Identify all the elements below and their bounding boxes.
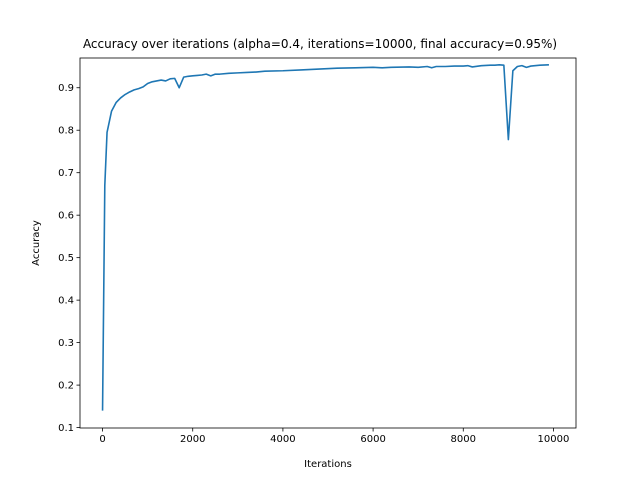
y-axis-label: Accuracy — [31, 220, 42, 266]
x-tick-label: 8000 — [451, 434, 476, 445]
y-tick-label: 0.4 — [58, 296, 74, 307]
y-tick-label: 0.1 — [58, 423, 74, 434]
x-tick-label: 6000 — [360, 434, 385, 445]
x-axis-label: Iterations — [304, 459, 352, 470]
accuracy-series-line — [101, 64, 549, 411]
x-tick-label: 4000 — [270, 434, 295, 445]
x-tick-label: 0 — [99, 434, 105, 445]
x-tick-label: 2000 — [180, 434, 205, 445]
y-tick-label: 0.3 — [58, 338, 74, 349]
y-tick-label: 0.9 — [58, 83, 74, 94]
ticks-layer: 0 2000 4000 6000 8000 10000 0.1 0.2 0.3 0.4 0.5 0.6… — [58, 83, 569, 445]
y-tick-label: 0.6 — [58, 211, 74, 222]
plot-layer — [101, 64, 549, 411]
y-tick-label: 0.7 — [58, 168, 74, 179]
y-tick-label: 0.8 — [58, 126, 74, 137]
y-tick-label: 0.2 — [58, 381, 74, 392]
y-tick-label: 0.5 — [58, 253, 74, 264]
x-tick-label: 10000 — [538, 434, 570, 445]
chart-title: Accuracy over iterations (alpha=0.4, ite… — [83, 37, 557, 51]
plot-frame — [79, 57, 577, 429]
